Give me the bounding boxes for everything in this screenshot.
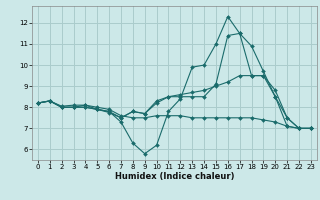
X-axis label: Humidex (Indice chaleur): Humidex (Indice chaleur): [115, 172, 234, 181]
